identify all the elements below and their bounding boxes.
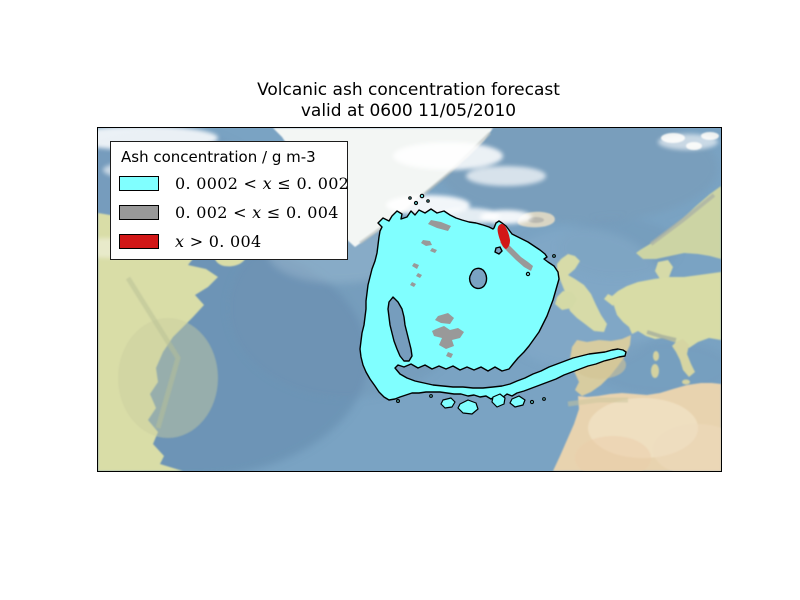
basemap: [98, 128, 721, 471]
corsica: [653, 351, 659, 361]
legend-label-mid-var: x: [252, 203, 262, 222]
atlas-mountains: [567, 397, 628, 407]
legend-label-high-var: x: [175, 232, 185, 251]
legend-label-high: x > 0. 004: [175, 232, 262, 251]
legend-item-mid: 0. 002 < x ≤ 0. 004: [119, 201, 339, 224]
legend: Ash concentration / g m-3 0. 0002 < x ≤ …: [110, 141, 349, 260]
legend-item-low: 0. 0002 < x ≤ 0. 002: [119, 172, 349, 195]
landmass-ireland: [555, 291, 577, 310]
ash-cyan-islets: [396, 193, 556, 415]
legend-label-high-post: > 0. 004: [184, 232, 262, 251]
map-axes: [97, 127, 722, 472]
legend-label-low: 0. 0002 < x ≤ 0. 002: [175, 174, 349, 193]
legend-swatch-cyan: [119, 176, 159, 191]
legend-label-low-post: ≤ 0. 002: [271, 174, 350, 193]
legend-label-mid-post: ≤ 0. 004: [261, 203, 339, 222]
legend-label-low-pre: 0. 0002 <: [175, 174, 263, 193]
sahara-light2: [653, 424, 721, 471]
landmass-great-britain: [557, 254, 607, 332]
landmass-europe: [604, 272, 721, 348]
sicily: [682, 379, 690, 385]
figure-title: Volcanic ash concentration forecast vali…: [97, 80, 720, 122]
legend-title: Ash concentration / g m-3: [121, 148, 316, 166]
alps: [646, 330, 677, 342]
iceland-highlands: [528, 217, 544, 223]
scandes-mountains: [649, 193, 716, 246]
ash-extent-low-cyan: [359, 208, 627, 401]
ash-extent-mid-grey: [410, 220, 533, 358]
legend-item-high: x > 0. 004: [119, 230, 262, 253]
sahara-pink: [575, 436, 651, 471]
legend-label-low-var: x: [262, 174, 272, 193]
figure-title-line2: valid at 0600 11/05/2010: [300, 101, 517, 121]
legend-label-mid: 0. 002 < x ≤ 0. 004: [175, 203, 339, 222]
appalachians: [125, 276, 181, 429]
landmass-italy: [672, 339, 695, 377]
na-terrain: [118, 318, 218, 438]
sardinia: [651, 364, 659, 378]
legend-swatch-grey: [119, 205, 159, 220]
legend-label-mid-pre: 0. 002 <: [175, 203, 253, 222]
legend-swatch-red: [119, 234, 159, 249]
figure-title-line1: Volcanic ash concentration forecast: [257, 80, 560, 100]
ash-extent-high-red: [497, 223, 510, 249]
landmass-denmark: [655, 260, 673, 279]
